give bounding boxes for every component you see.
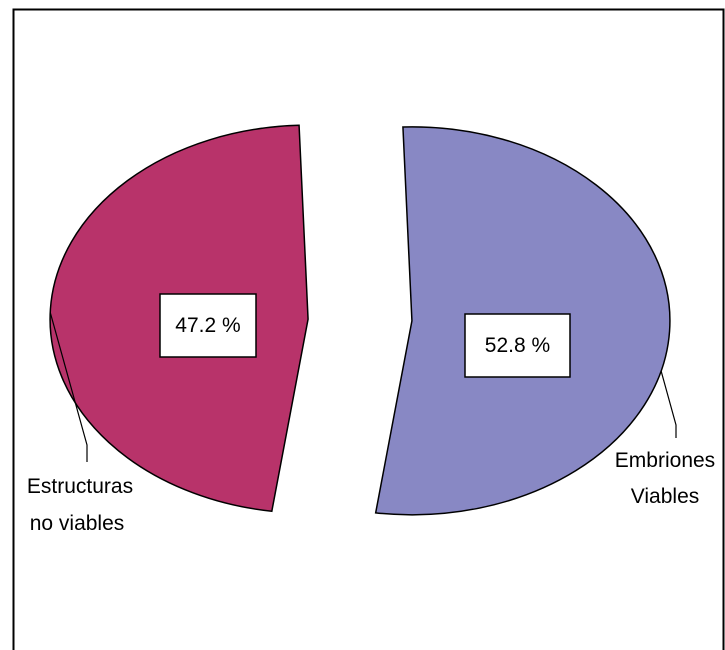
- category-label-embriones-line1: Embriones: [615, 449, 715, 472]
- value-label-text-embriones: 52.8 %: [485, 334, 550, 357]
- category-label-embriones-line2: Viables: [631, 485, 700, 508]
- leader-line-0: [660, 370, 677, 438]
- category-label-estructuras-line2: no viables: [30, 512, 125, 535]
- leader-lines-layer: [49, 312, 677, 462]
- value-label-box-embriones: [464, 313, 571, 378]
- value-label-box-estructuras: [159, 293, 257, 358]
- value-label-text-estructuras: 47.2 %: [175, 314, 240, 337]
- value-label-estructuras: 47.2 %: [159, 293, 257, 358]
- category-label-estructuras-line1: Estructuras: [27, 475, 133, 498]
- leader-line-1: [49, 312, 88, 462]
- value-label-embriones: 52.8 %: [464, 313, 571, 378]
